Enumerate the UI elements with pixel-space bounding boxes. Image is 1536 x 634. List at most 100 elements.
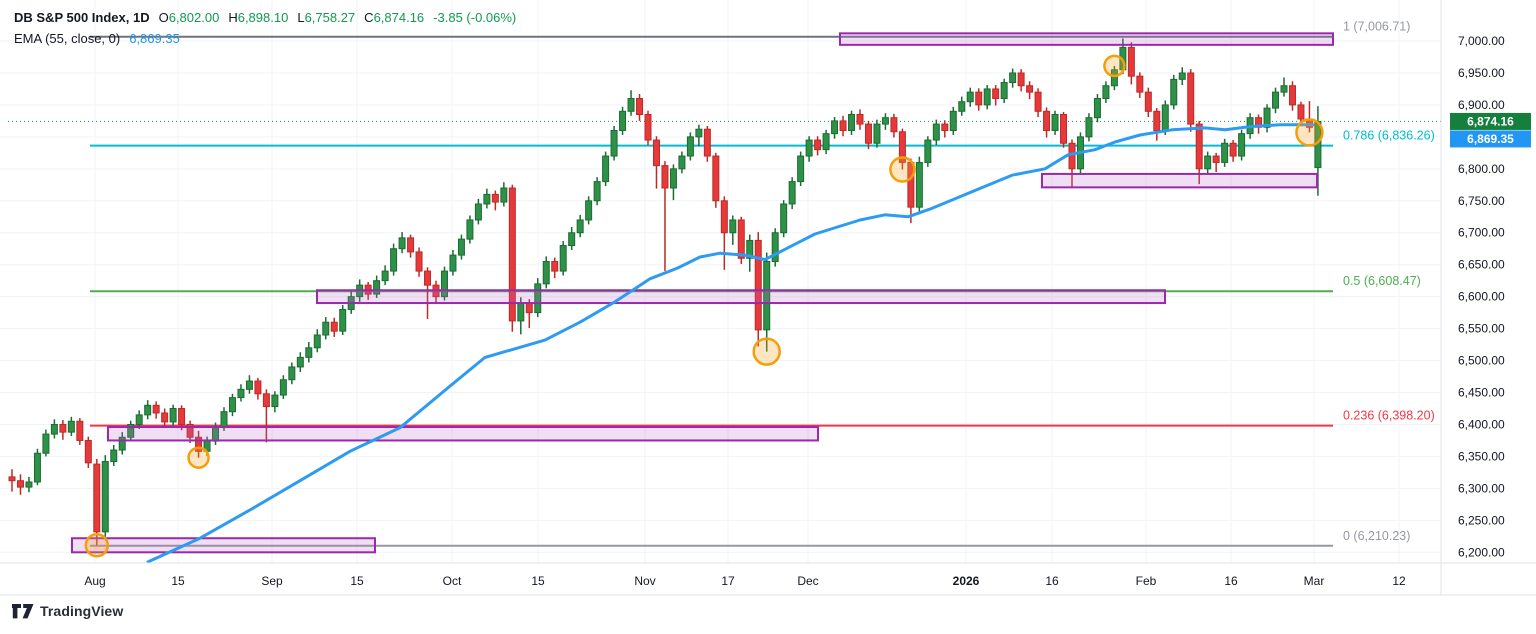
candle-body <box>915 161 923 208</box>
candle-body <box>1288 85 1296 106</box>
candle-body <box>339 308 347 332</box>
change-value: -3.85 (-0.06%) <box>433 10 517 25</box>
candle-body <box>1043 110 1051 131</box>
candle-body <box>305 347 313 358</box>
time-axis-label: 15 <box>171 574 185 588</box>
ema-line <box>146 123 1315 564</box>
candle-body <box>517 302 525 322</box>
candle-body <box>873 123 881 144</box>
candle-body <box>59 423 67 433</box>
candle-body <box>636 98 644 115</box>
candle-body <box>449 254 457 272</box>
candle-body <box>1280 85 1288 93</box>
candle-body <box>644 113 652 141</box>
time-axis-label: 17 <box>721 574 735 588</box>
time-axis-label: 15 <box>531 574 545 588</box>
candle-body <box>788 181 796 205</box>
candle-body <box>780 203 788 234</box>
tradingview-logo-icon <box>12 603 34 618</box>
price-axis-label: 6,650.00 <box>1458 258 1505 272</box>
candle-body <box>466 219 474 240</box>
candle-body <box>220 411 228 428</box>
candle-body <box>381 270 389 282</box>
candle-body <box>992 88 1000 100</box>
candle-body <box>1229 142 1237 157</box>
grid-layer <box>0 0 1441 563</box>
time-axis-label: Feb <box>1136 574 1157 588</box>
price-axis-label: 7,000.00 <box>1458 34 1505 48</box>
price-axis-label: 6,950.00 <box>1458 66 1505 80</box>
zone-box <box>316 289 1166 305</box>
candle-body <box>966 91 974 103</box>
time-axis-label: Sep <box>261 574 283 588</box>
candle-body <box>84 439 92 464</box>
candle-body <box>1170 78 1178 106</box>
time-axis-label: 2026 <box>953 574 980 588</box>
candle-body <box>864 123 872 144</box>
event-marker-circle <box>1295 118 1324 147</box>
candle-body <box>1144 91 1152 112</box>
candle-body <box>1068 142 1076 170</box>
candle-body <box>822 133 830 151</box>
candle-body <box>152 404 160 414</box>
candle-body <box>890 117 898 133</box>
candle-body <box>1000 82 1008 100</box>
candle-body <box>686 136 694 157</box>
event-marker-circle <box>1103 54 1126 78</box>
ema-value-badge <box>1450 130 1531 148</box>
price-axis-label: 6,350.00 <box>1458 449 1505 463</box>
candle-body <box>848 113 856 131</box>
candle-body <box>178 407 186 425</box>
candle-body <box>1161 104 1169 131</box>
candle-body <box>118 436 126 451</box>
tradingview-watermark[interactable]: TradingView <box>12 603 123 619</box>
candle-body <box>457 238 465 256</box>
candle-body <box>805 139 813 157</box>
event-marker-circle <box>752 337 781 366</box>
candle-body <box>110 449 118 463</box>
candle-body <box>585 200 593 221</box>
price-axis[interactable]: 7,000.00 6,950.00 6,900.00 6,800.00 6,750.00… <box>1458 34 1505 559</box>
candle-body <box>322 321 330 336</box>
candle-body <box>720 200 728 234</box>
candle-body <box>559 245 567 272</box>
candle-body <box>1195 123 1203 170</box>
ema-value: 6,869.35 <box>129 31 180 46</box>
candle-body <box>271 394 279 408</box>
candle-body <box>1297 104 1305 120</box>
candle-body <box>975 91 983 106</box>
candle-body <box>296 356 304 368</box>
ema-legend-row[interactable]: EMA (55, close, 0) 6,869.35 <box>14 28 516 49</box>
candle-body <box>1009 72 1017 84</box>
candle-body <box>652 139 660 167</box>
candle-body <box>1102 85 1110 100</box>
candle-body <box>1204 155 1212 170</box>
candle-body <box>1127 46 1135 77</box>
symbol-legend-row[interactable]: DB S&P 500 Index, 1D O6,802.00 H6,898.10… <box>14 7 516 28</box>
candle-body <box>491 193 499 203</box>
candle-body <box>754 239 762 331</box>
candle-body <box>1051 113 1059 131</box>
candle-body <box>8 476 16 482</box>
price-badges: 6,874.16 6,869.35 <box>1450 112 1531 148</box>
candle-body <box>500 187 508 203</box>
candle-body <box>195 436 203 452</box>
candle-body <box>76 420 84 441</box>
watermark-label: TradingView <box>40 603 124 619</box>
candle-body <box>898 131 906 163</box>
candle-body <box>703 128 711 157</box>
candle-body <box>415 251 423 272</box>
candle-body <box>245 380 253 390</box>
candle-body <box>25 481 33 488</box>
candle-body <box>50 423 58 435</box>
fib-label: 0.5 (6,608.47) <box>1343 274 1421 288</box>
candle-body <box>729 219 737 234</box>
time-axis[interactable]: Aug 15 Sep 15 Oct 15 Nov 17 Dec 2026 16 Feb 16 Mar 12 <box>84 574 1406 588</box>
price-axis-label: 6,800.00 <box>1458 162 1505 176</box>
candle-body <box>237 388 245 399</box>
candle-body <box>101 461 109 533</box>
candle-body <box>1093 98 1101 119</box>
candle-body <box>737 219 745 259</box>
candle-body <box>1221 142 1229 163</box>
